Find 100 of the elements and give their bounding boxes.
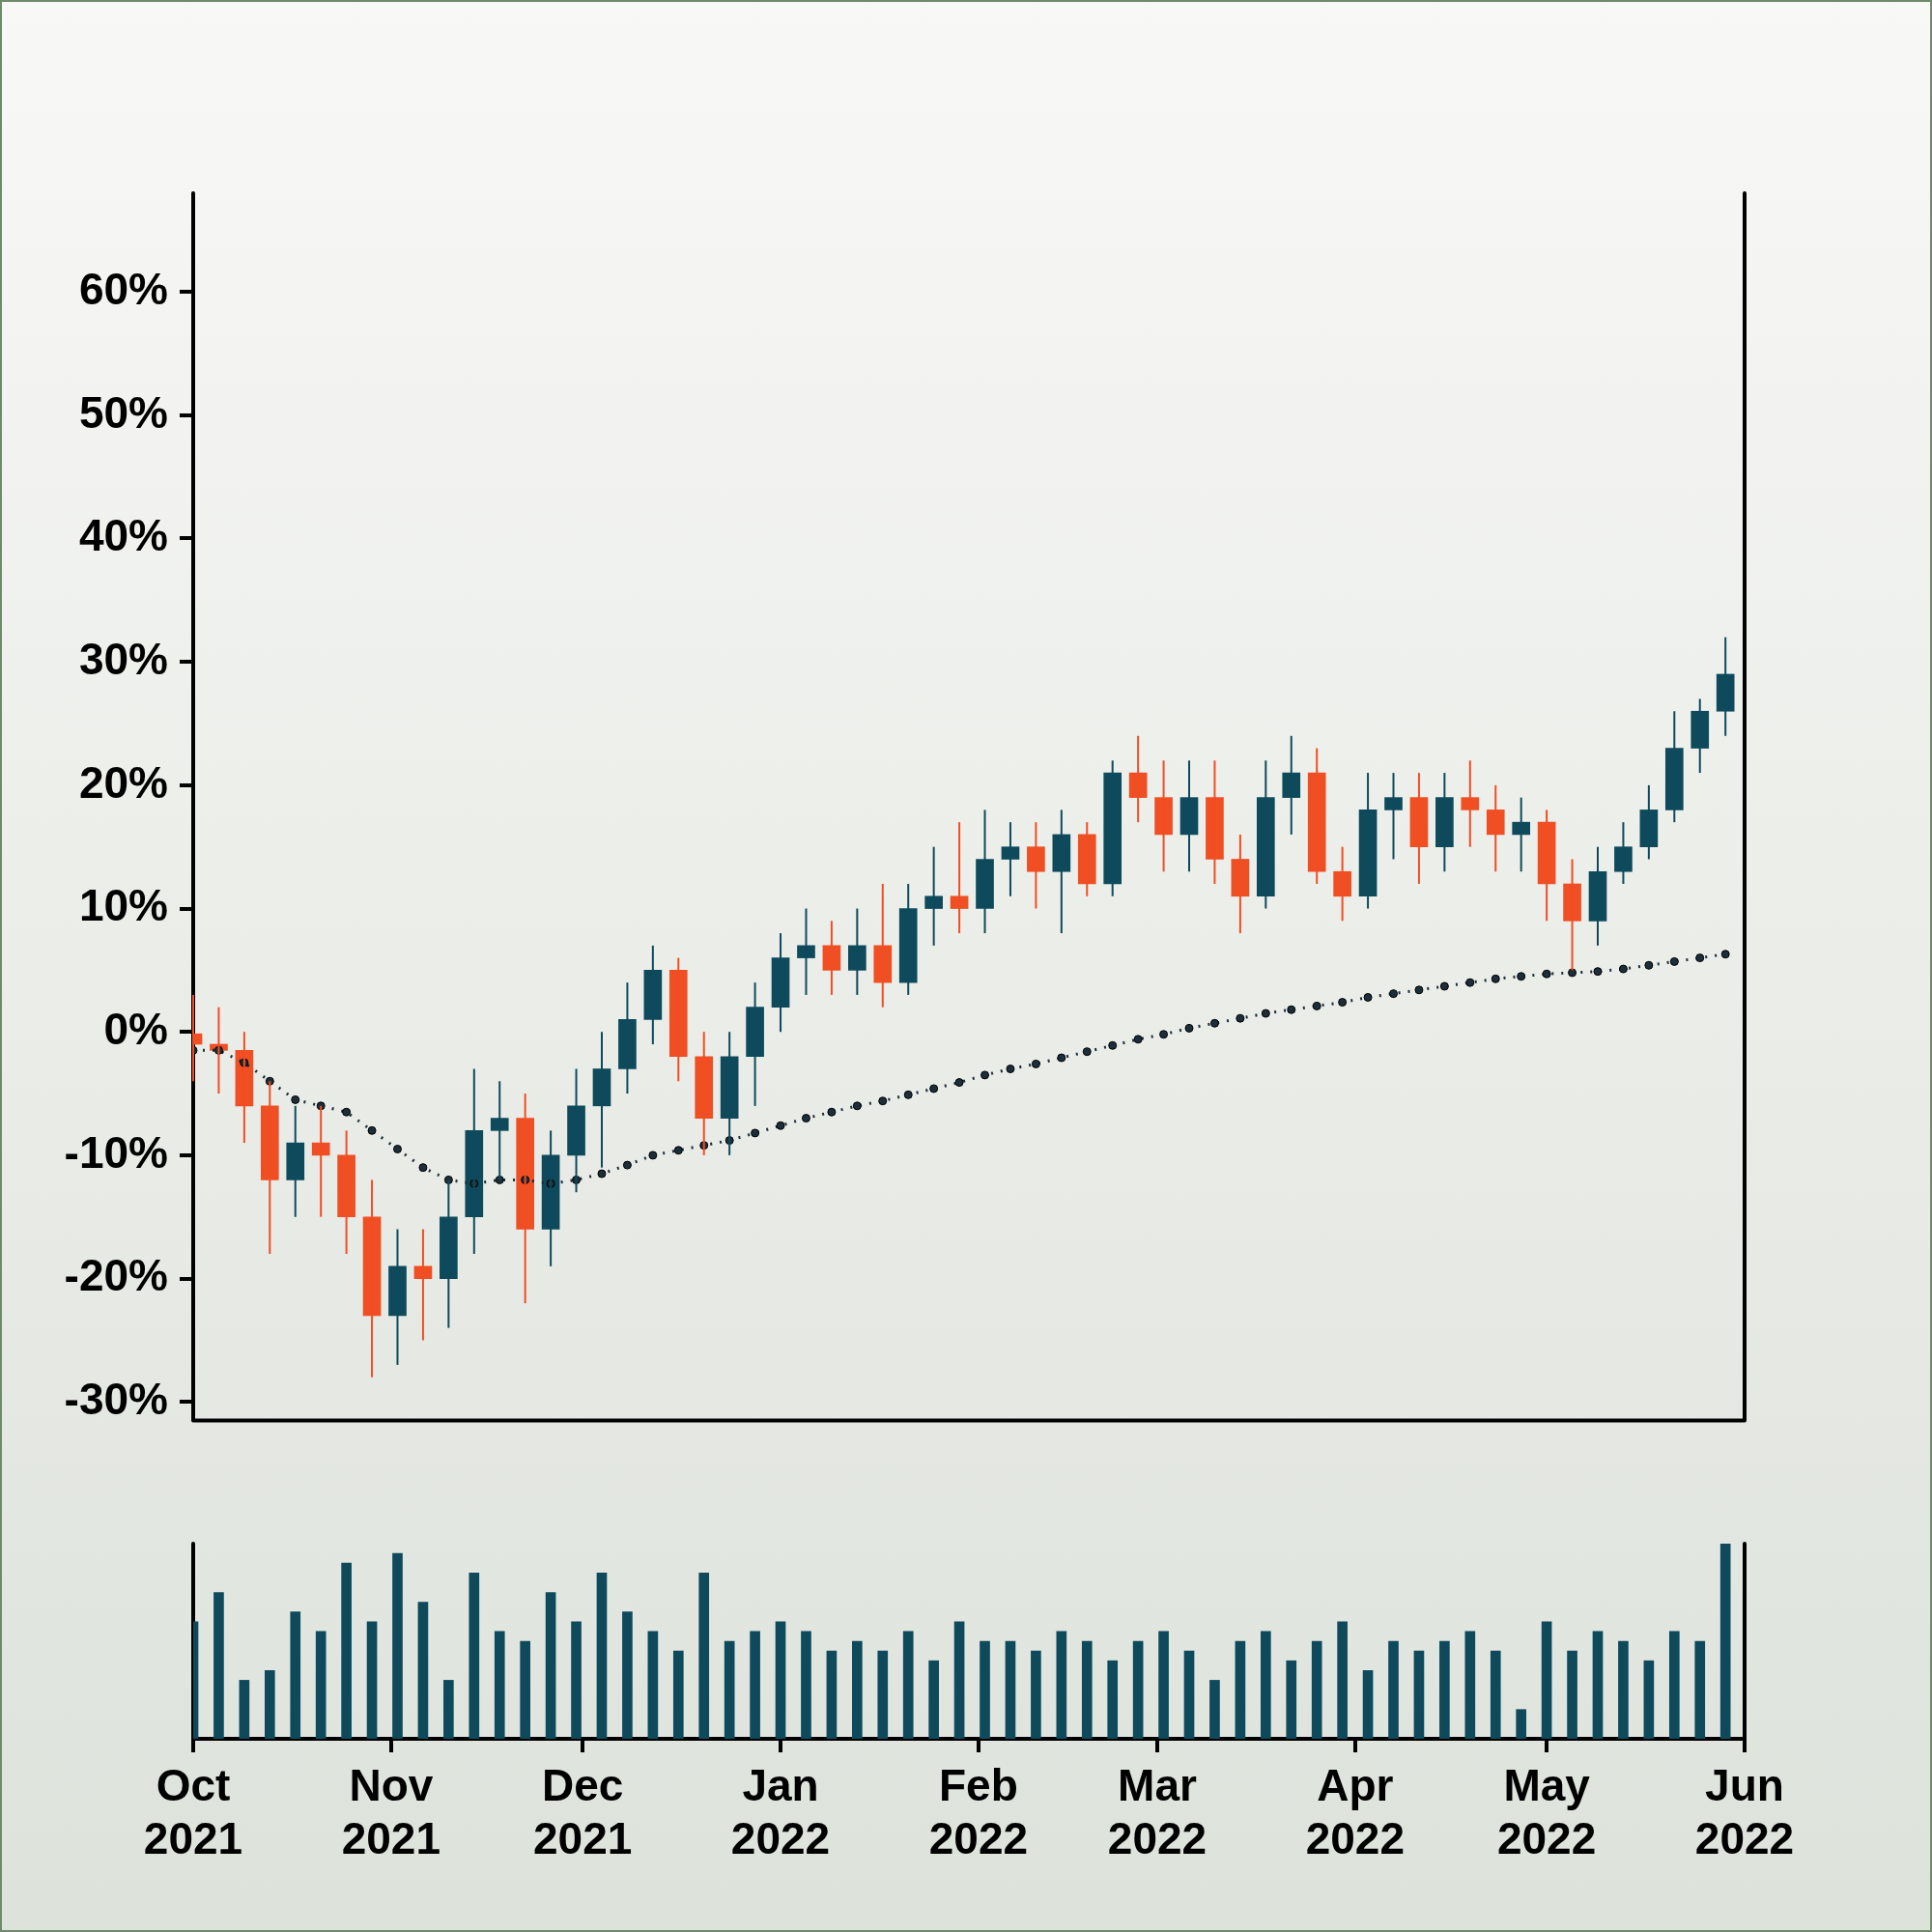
point [903, 1090, 913, 1099]
x-tick-label: May 2022 [1496, 1760, 1597, 1864]
point [1414, 985, 1424, 995]
candlestick [1282, 734, 1301, 836]
point [1593, 967, 1603, 977]
point [954, 1078, 964, 1088]
bar [1668, 1631, 1680, 1739]
candlestick [388, 1228, 407, 1366]
bar [750, 1631, 760, 1739]
point [852, 1101, 862, 1111]
x-tick-label: Jan 2022 [730, 1760, 831, 1864]
point [342, 1107, 352, 1117]
point [1261, 1009, 1270, 1018]
y-tick-label: 60% [78, 263, 168, 314]
point [1720, 950, 1730, 959]
bar [1719, 1544, 1731, 1739]
point [1695, 953, 1705, 963]
x-tick-label: Jun 2022 [1694, 1760, 1795, 1864]
candlestick [465, 1067, 484, 1256]
candlestick [1154, 759, 1173, 873]
bar [417, 1602, 429, 1739]
bar [315, 1631, 327, 1739]
point [1133, 1035, 1143, 1044]
candlestick [1333, 845, 1351, 923]
y-tick-label: 40% [78, 510, 168, 561]
bar [902, 1631, 914, 1739]
bar [622, 1611, 633, 1739]
point [392, 1145, 402, 1154]
bar [469, 1572, 480, 1739]
point [418, 1163, 428, 1173]
bar [290, 1611, 301, 1739]
point [1184, 1023, 1194, 1033]
point [1312, 1001, 1321, 1010]
bar [801, 1631, 811, 1739]
bar [672, 1650, 684, 1739]
candlestick [516, 1093, 534, 1305]
candlestick [567, 1067, 585, 1194]
bar [264, 1669, 275, 1739]
bar [596, 1572, 608, 1739]
bar [571, 1621, 582, 1739]
bar [1056, 1631, 1067, 1739]
candlestick [1206, 759, 1224, 885]
bar [239, 1680, 250, 1739]
point [1209, 1018, 1219, 1028]
bar [1107, 1660, 1119, 1739]
point [1082, 1047, 1092, 1057]
point [1159, 1030, 1169, 1039]
x-tick-label: Nov 2021 [341, 1760, 441, 1864]
point [673, 1146, 683, 1155]
bar [953, 1621, 965, 1739]
point [751, 1128, 760, 1138]
bar [1694, 1640, 1706, 1739]
candlestick [235, 1031, 254, 1145]
bar [494, 1631, 505, 1739]
y-tick-label: -30% [64, 1373, 168, 1424]
point [929, 1084, 939, 1094]
candlestick [1690, 697, 1710, 775]
candlestick [1256, 759, 1275, 910]
bar [1388, 1640, 1399, 1739]
bar [392, 1552, 403, 1739]
bar [928, 1660, 939, 1739]
point [878, 1096, 888, 1106]
bar [1337, 1621, 1348, 1739]
bar [1286, 1660, 1297, 1739]
point [648, 1151, 658, 1160]
candlestick [337, 1129, 355, 1256]
candlestick [1435, 772, 1454, 873]
y-tick-label: 50% [78, 386, 168, 438]
candlestick [286, 1104, 305, 1218]
bar [1464, 1631, 1476, 1739]
y-tick-label: 10% [78, 880, 168, 931]
candlestick [848, 907, 867, 996]
y-tick-label: -20% [64, 1250, 168, 1301]
bar [1413, 1650, 1425, 1739]
bar [1158, 1631, 1169, 1739]
y-tick-label: 0% [103, 1003, 168, 1054]
y-tick-label: -10% [64, 1126, 168, 1178]
candlestick [668, 956, 688, 1083]
bar [1618, 1640, 1629, 1739]
bar [1132, 1640, 1144, 1739]
bar [775, 1621, 786, 1739]
point [1057, 1053, 1066, 1063]
candlestick [490, 1080, 509, 1181]
bar [1567, 1650, 1577, 1739]
candlestick [1664, 710, 1684, 824]
bar [1541, 1621, 1552, 1739]
candlestick [976, 809, 994, 935]
bar [213, 1592, 224, 1739]
candlestick [1027, 821, 1045, 910]
point [1389, 989, 1398, 999]
point [1618, 964, 1628, 974]
bar [1031, 1650, 1041, 1739]
bar [1311, 1640, 1322, 1739]
point [1287, 1005, 1296, 1014]
candlestick [1077, 821, 1096, 897]
point [1568, 968, 1577, 978]
bar [1183, 1650, 1195, 1739]
point [827, 1107, 837, 1117]
point [1236, 1013, 1245, 1023]
y-tick-label: 20% [78, 756, 168, 808]
